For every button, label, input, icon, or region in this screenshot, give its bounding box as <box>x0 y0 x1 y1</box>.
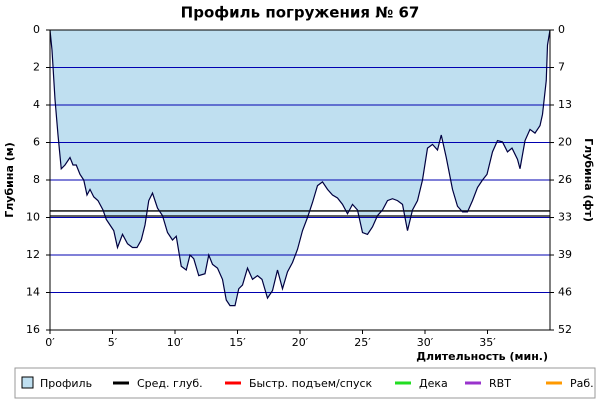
profile-line <box>49 29 551 307</box>
x-tick-label: 20′ <box>292 336 309 349</box>
y2-axis-label: Глубина (фт) <box>582 138 595 222</box>
y-tick-label: 12 <box>26 248 40 261</box>
x-tick-label: 25′ <box>354 336 371 349</box>
x-axis-label: Длительность (мин.) <box>416 350 548 363</box>
legend-label: Сред. глуб. <box>137 377 203 390</box>
x-tick-label: 15′ <box>229 336 246 349</box>
y-tick-label: 0 <box>33 23 40 36</box>
x-tick-label: 5′ <box>108 336 118 349</box>
legend-label: Быстр. подъем/спуск <box>249 377 373 390</box>
y2-tick-label: 46 <box>558 286 572 299</box>
legend-box <box>14 367 596 399</box>
y2-tick-label: 26 <box>558 173 572 186</box>
y2-tick-label: 33 <box>558 211 572 224</box>
legend-label: Профиль <box>40 377 92 390</box>
y2-tick-label: 52 <box>558 323 572 336</box>
x-tick-label: 10′ <box>167 336 184 349</box>
legend-label: Дека <box>419 377 448 390</box>
y-axis-label: Глубина (м) <box>3 142 16 218</box>
y2-tick-label: 13 <box>558 98 572 111</box>
legend-label: RBT <box>489 377 511 390</box>
y2-tick-label: 0 <box>558 23 565 36</box>
y2-tick-label: 20 <box>558 136 572 149</box>
x-tick-label: 0′ <box>45 336 55 349</box>
legend-label: Раб. <box>570 377 594 390</box>
y2-tick-label: 39 <box>558 248 572 261</box>
y-tick-label: 2 <box>33 61 40 74</box>
y-tick-label: 16 <box>26 323 40 336</box>
profile-area <box>50 30 550 306</box>
y2-tick-label: 7 <box>558 60 565 73</box>
x-tick-label: 30′ <box>417 336 434 349</box>
legend-swatch <box>21 376 34 389</box>
y-tick-label: 6 <box>33 136 40 149</box>
y-tick-label: 10 <box>26 211 40 224</box>
y-tick-label: 8 <box>33 173 40 186</box>
x-tick-label: 35′ <box>479 336 496 349</box>
y-tick-label: 14 <box>26 286 40 299</box>
chart-title: Профиль погружения № 67 <box>181 4 420 22</box>
y-tick-label: 4 <box>33 98 40 111</box>
